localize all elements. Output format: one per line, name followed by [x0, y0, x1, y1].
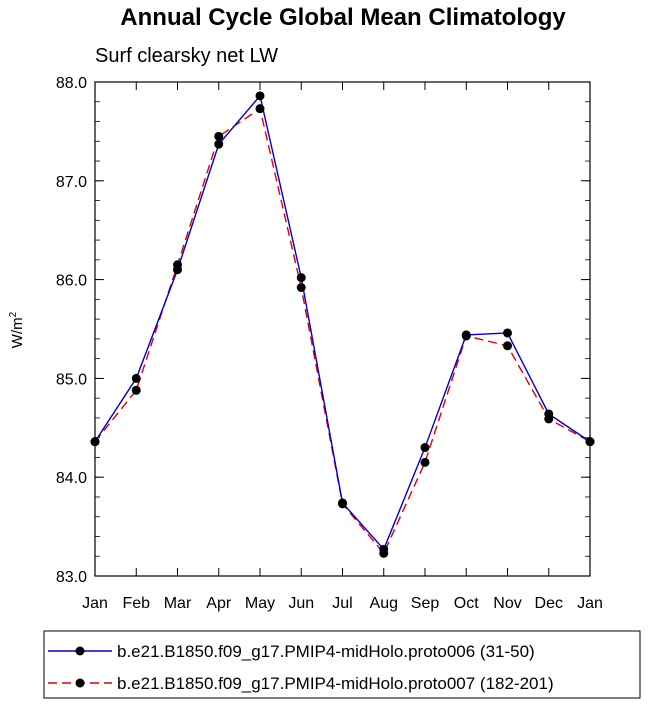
x-tick-label: Oct	[454, 595, 479, 612]
y-axis-label-base: W/m	[9, 317, 26, 348]
series-line-1	[94, 94, 591, 551]
x-tick-label: Mar	[164, 595, 192, 612]
data-point	[379, 544, 389, 554]
data-point	[255, 104, 265, 114]
svg-text:W/m2: W/m2	[8, 311, 26, 348]
legend-swatch-marker	[75, 646, 85, 656]
data-point	[296, 283, 306, 293]
data-point	[255, 91, 265, 101]
series-layer	[90, 91, 595, 558]
data-point	[131, 385, 141, 395]
legend-box	[43, 630, 641, 699]
data-point	[420, 443, 430, 453]
x-tick-label: Sep	[411, 595, 440, 612]
x-tick-label: Dec	[535, 595, 563, 612]
data-point	[296, 273, 306, 283]
legend-label: b.e21.B1850.f09_g17.PMIP4-midHolo.proto0…	[117, 642, 535, 661]
data-point	[503, 341, 512, 351]
data-point	[585, 437, 595, 447]
x-tick-label: Jan	[82, 595, 108, 612]
x-tick-label: Jun	[288, 595, 314, 612]
y-tick-label: 88.0	[56, 75, 87, 92]
y-axis-label: W/m2	[8, 311, 26, 348]
y-tick-label: 84.0	[56, 470, 87, 487]
axis-ticks: Jan Feb Mar Apr May Jun Jul Aug Sep Oct Nov Dec Jan 8…	[56, 75, 603, 612]
y-tick-label: 85.0	[56, 371, 87, 388]
data-point	[338, 498, 347, 508]
legend-label: b.e21.B1850.f09_g17.PMIP4-midHolo.proto0…	[117, 674, 554, 693]
x-tick-label: Aug	[370, 595, 398, 612]
y-tick-label: 87.0	[56, 174, 87, 191]
x-tick-label: Apr	[206, 595, 232, 612]
y-axis-label-sup: 2	[8, 311, 19, 317]
x-tick-label: Nov	[493, 595, 521, 612]
data-point	[461, 330, 471, 340]
data-point	[131, 373, 141, 383]
chart-title: Annual Cycle Global Mean Climatology	[120, 4, 566, 31]
data-point	[214, 131, 224, 141]
legend: b.e21.B1850.f09_g17.PMIP4-midHolo.proto0…	[48, 642, 554, 693]
x-tick-label: Jan	[577, 595, 603, 612]
data-point	[173, 265, 182, 275]
data-point	[544, 409, 554, 419]
legend-swatch-marker	[75, 678, 85, 688]
x-tick-label: Jul	[332, 595, 352, 612]
chart-subtitle: Surf clearsky net LW	[95, 45, 278, 67]
x-tick-label: Feb	[122, 595, 150, 612]
data-point	[420, 457, 430, 467]
y-tick-label: 83.0	[56, 569, 87, 586]
data-point	[214, 139, 224, 149]
series-line-2	[94, 107, 591, 555]
y-tick-label: 86.0	[56, 273, 87, 290]
data-point	[90, 437, 100, 447]
data-point	[503, 328, 512, 338]
x-tick-label: May	[245, 595, 275, 612]
